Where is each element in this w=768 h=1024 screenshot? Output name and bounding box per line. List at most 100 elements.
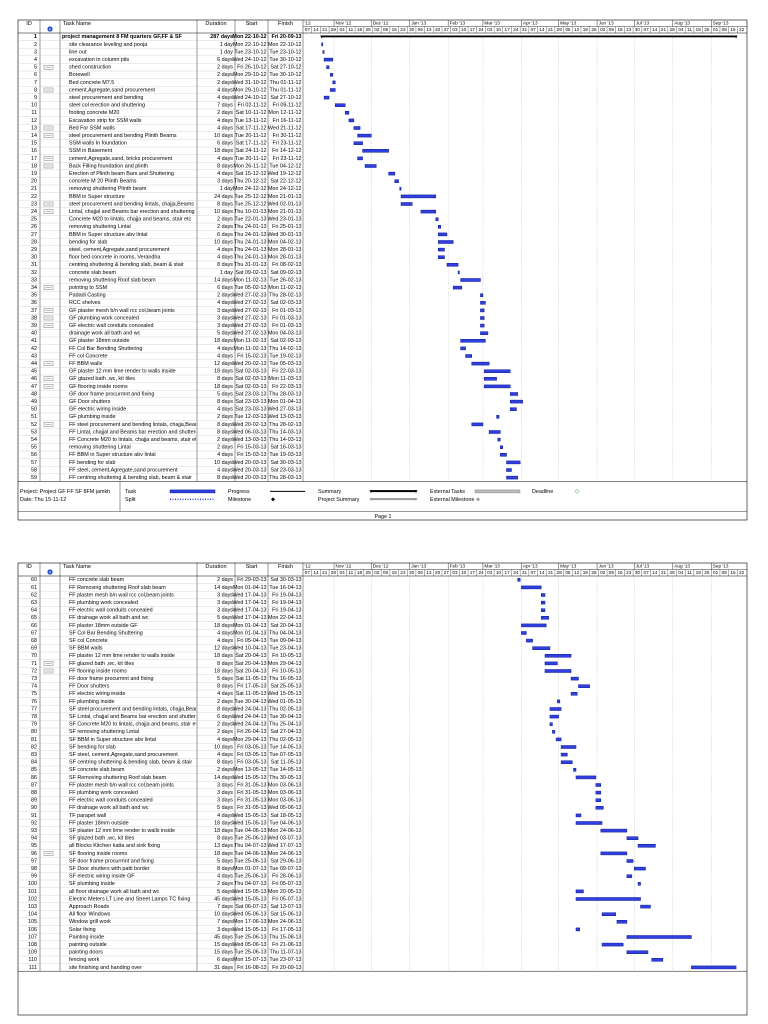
task-id: 41 (31, 338, 37, 344)
task-duration: 3 days (217, 798, 233, 804)
task-bar (321, 42, 324, 47)
task-id: 12 (31, 118, 37, 124)
task-finish: Fri 22-03-13 (272, 384, 301, 390)
task-id: 91 (31, 813, 37, 819)
week-label: 12 (574, 570, 580, 575)
task-start: Wed 24-04-13 (232, 714, 266, 720)
task-name: drainage work all bath and wc (69, 331, 141, 337)
month-label: Jul '13 (636, 21, 650, 26)
task-finish: Mon 28-01-13 (268, 255, 302, 261)
task-finish: Sat 13-07-13 (270, 904, 301, 910)
task-finish: Mon 04-03-13 (268, 331, 302, 337)
task-duration: 5 days (217, 676, 233, 682)
task-id: 73 (31, 676, 37, 682)
task-name: FF electric wall conduits concealed (69, 798, 153, 804)
week-label: 02 (374, 27, 380, 32)
task-start: Mon 17-06-13 (233, 919, 267, 925)
task-bar (480, 308, 485, 313)
week-label: 30 (635, 570, 641, 575)
task-name: SSM in Basement (69, 148, 113, 154)
task-duration: 18 days (214, 828, 233, 834)
task-finish: Fri 23-11-12 (273, 141, 302, 147)
task-start: Wed 15-05-13 (232, 775, 266, 781)
task-start: Mon 11-02-13 (233, 346, 266, 352)
task-start: Mon 22-10-12 (232, 34, 266, 40)
task-bar (626, 935, 692, 939)
task-duration: 8 days (217, 163, 233, 169)
week-label: 04 (339, 570, 345, 575)
task-bar (438, 247, 445, 252)
task-finish: Wed 17-07-13 (267, 843, 301, 849)
task-id: 21 (31, 186, 37, 192)
task-finish: Sat 25-05-13 (270, 684, 301, 690)
task-bar (651, 958, 664, 962)
task-duration: 8 days (217, 422, 233, 428)
task-duration: 4 days (217, 353, 233, 359)
task-id: 59 (31, 475, 37, 481)
task-duration: 6 days (217, 57, 233, 63)
task-id: 6 (34, 72, 37, 78)
task-bar (460, 346, 466, 351)
task-finish: Wed 13-03-13 (267, 414, 301, 420)
task-name: FF Removing shuttering Roof slab beam (69, 585, 166, 591)
task-duration: 8 days (217, 429, 233, 435)
task-name: concrete M 20 Plinth Beams (69, 179, 137, 185)
task-finish: Thu 14-03-13 (269, 437, 301, 443)
task-duration: 8 days (217, 684, 233, 690)
task-bar (480, 331, 489, 335)
legend-ext-milestone (476, 497, 480, 502)
task-id: 34 (31, 285, 37, 291)
task-finish: Fri 30-11-12 (273, 133, 302, 139)
task-bar (626, 950, 649, 954)
task-finish: Thu 11-07-13 (270, 950, 302, 956)
week-label: 15 (730, 27, 736, 32)
task-duration: 45 days (214, 896, 233, 902)
task-start: Mon 11-02-13 (233, 277, 266, 283)
task-bar (483, 369, 511, 373)
task-bar (549, 707, 562, 711)
task-duration: 4 days (217, 737, 233, 743)
task-duration: 18 days (214, 384, 233, 390)
task-duration: 14 days (214, 585, 233, 591)
task-finish: Mon 21-01-13 (268, 194, 302, 200)
task-duration: 4 days (217, 87, 233, 93)
task-duration: 2 days (217, 65, 233, 71)
task-finish: Thu 28-02-13 (269, 293, 301, 299)
task-finish: Mon 20-05-13 (268, 889, 302, 895)
task-start: Wed 27-02-13 (232, 300, 266, 306)
month-label: May '13 (560, 564, 577, 569)
task-start: Wed 20-02-13 (232, 361, 266, 367)
task-start: Thu 20-12-12 (234, 179, 266, 185)
week-label: 12 (574, 27, 580, 32)
task-start: Mon 22-10-12 (233, 42, 267, 48)
month-label: Aug '13 (674, 564, 690, 569)
week-label: 02 (600, 27, 606, 32)
task-start: Sat 20-04-13 (235, 668, 266, 674)
task-bar (353, 141, 363, 145)
task-name: GF plaster 12 mm lime render to walls in… (69, 369, 176, 375)
task-bar (480, 293, 484, 297)
task-id: 57 (31, 460, 37, 466)
page: ID Task Name Duration Start Finish '12 Nov '12… (17, 562, 748, 1016)
task-name: FF Col Bar Bending Shuttering (69, 346, 142, 352)
task-finish: Wed 01-05-13 (267, 699, 301, 705)
task-name: FF plumbing work concealed (69, 790, 138, 796)
week-label: 13 (426, 27, 432, 32)
task-duration: 3 days (217, 600, 233, 606)
task-id: 101 (28, 889, 37, 895)
task-duration: 10 days (214, 133, 233, 139)
task-bar (517, 578, 521, 582)
task-finish: Tue 14-05-13 (269, 744, 301, 750)
task-name: line out (69, 49, 87, 55)
date-label: Date: Thu 15-11-12 (20, 497, 66, 503)
task-duration: 18 days (214, 820, 233, 826)
task-duration: 2 days (217, 729, 233, 735)
task-bar (330, 88, 336, 92)
task-name: GF plaster 18mm outside (69, 338, 130, 344)
task-bar (626, 859, 634, 863)
task-name: FF electric wall conduits concealed (69, 608, 153, 614)
task-id: 66 (31, 623, 37, 629)
task-finish: Mon 11-02-13 (268, 285, 301, 291)
week-label: 20 (435, 570, 441, 575)
task-name: FF plaster mesh b/n wall rcc col,beam jo… (69, 782, 174, 788)
